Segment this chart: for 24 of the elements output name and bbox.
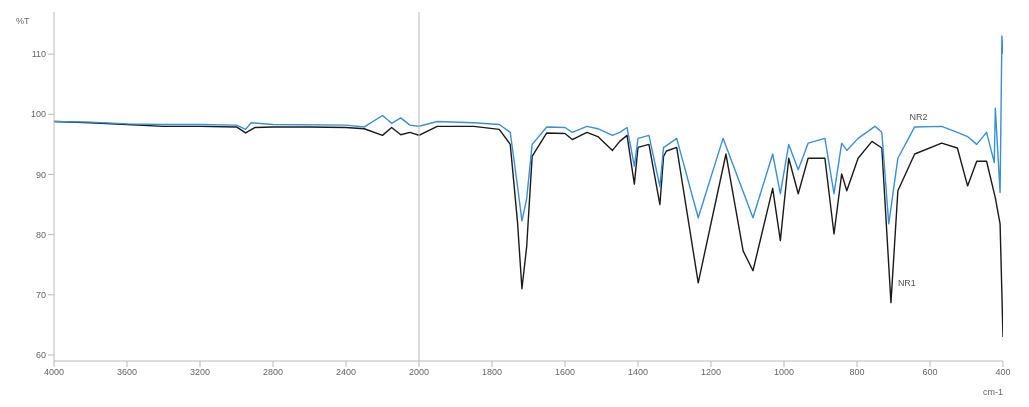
x-tick-label: 2000 xyxy=(408,367,430,378)
x-tick-label: 2400 xyxy=(335,367,357,378)
x-tick-label: 3200 xyxy=(189,367,211,378)
x-tick-label: 1600 xyxy=(554,367,576,378)
y-tick-label: 100 xyxy=(30,109,46,120)
x-tick-label: 1200 xyxy=(700,367,722,378)
x-tick-label: 800 xyxy=(849,367,865,378)
x-tick-label: 400 xyxy=(995,367,1011,378)
x-tick-label: 600 xyxy=(922,367,938,378)
annotation: NR1 xyxy=(897,278,916,288)
y-axis-title: %T xyxy=(16,16,30,27)
y-tick-label: 60 xyxy=(35,350,46,361)
x-axis-title: cm-1 xyxy=(983,387,1003,397)
x-tick-label: 3600 xyxy=(116,367,138,378)
y-tick-label: 90 xyxy=(35,169,46,180)
y-tick-label: 80 xyxy=(35,229,46,240)
x-tick-label: 2800 xyxy=(262,367,284,378)
y-tick-label: 70 xyxy=(35,290,46,301)
y-tick-label: 110 xyxy=(31,49,46,60)
x-tick-label: 1000 xyxy=(773,367,795,378)
x-tick-label: 1400 xyxy=(627,367,649,378)
x-tick-label: 1800 xyxy=(481,367,503,378)
x-tick-label: 4000 xyxy=(43,367,65,378)
annotation: NR2 xyxy=(909,112,928,122)
